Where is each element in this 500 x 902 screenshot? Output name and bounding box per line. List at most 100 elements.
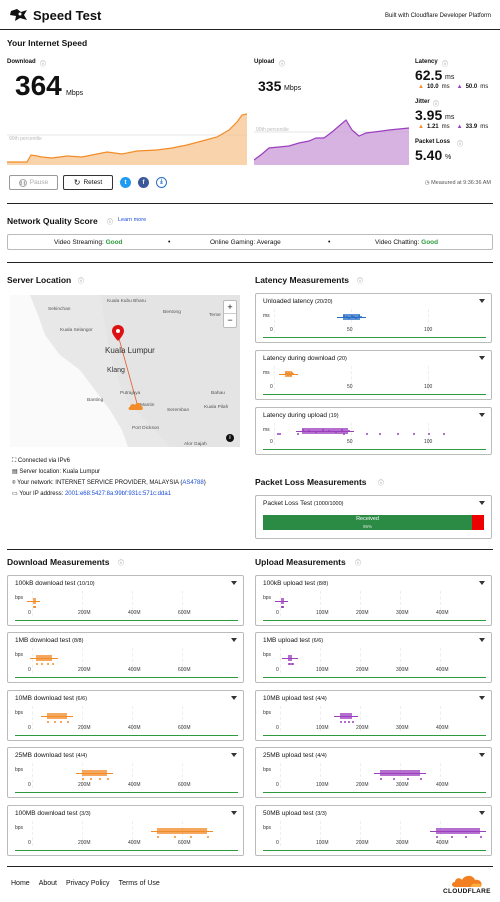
retest-button[interactable]: ↻ Retest (63, 175, 113, 190)
grid-line (320, 763, 321, 788)
asn-link[interactable]: AS4788 (182, 480, 204, 486)
axis-tick-label: 600M (178, 667, 191, 673)
learn-more-link[interactable]: Learn more (118, 217, 147, 223)
streaming-value: Good (105, 239, 123, 246)
download-boxplot-whisker (76, 773, 113, 774)
zoom-out-button[interactable]: − (227, 315, 233, 325)
download-point (107, 778, 109, 780)
grid-line (82, 821, 83, 846)
footer-about-link[interactable]: About (38, 880, 57, 887)
jitter-info-icon[interactable]: ⓘ (433, 102, 440, 108)
server-location-title: Server Location (7, 275, 72, 285)
app-title: Speed Test (33, 8, 102, 23)
map-pin-icon (112, 325, 124, 341)
axis-tick-label: 600M (178, 725, 191, 731)
latency-unit: ms (445, 74, 455, 81)
jitter-breakdown: ▲ 1.21 ms ▲ 33.9 ms (418, 124, 488, 130)
chevron-down-icon[interactable] (479, 638, 485, 642)
latency-point (314, 431, 317, 433)
footer-privacy-link[interactable]: Privacy Policy (65, 880, 110, 887)
latency-card[interactable]: Unloaded latency (20/20) ms 0 50 100 (255, 293, 492, 343)
latency-outlier (277, 433, 280, 435)
chevron-down-icon[interactable] (231, 696, 237, 700)
baseline (263, 677, 486, 678)
cloudflare-logo[interactable]: CLOUDFLARE (443, 874, 493, 896)
chevron-down-icon[interactable] (479, 696, 485, 700)
chevron-down-icon[interactable] (479, 753, 485, 757)
latency-meas-title: Latency Measurements (255, 275, 350, 285)
upload-meas-info-icon[interactable]: ⓘ (355, 561, 362, 567)
chevron-down-icon[interactable] (479, 413, 485, 417)
axis-tick-label: 0 (28, 610, 31, 616)
chevron-down-icon[interactable] (479, 501, 485, 505)
nqs-info-icon[interactable]: ⓘ (107, 220, 114, 226)
axis-tick-label: 100 (424, 327, 433, 333)
upload-unit-label: bps (263, 595, 272, 601)
axis-tick-label: 300M (396, 667, 409, 673)
chevron-down-icon[interactable] (231, 638, 237, 642)
chevron-down-icon[interactable] (479, 811, 485, 815)
packet-meas-info-icon[interactable]: ⓘ (378, 481, 385, 487)
ip-link[interactable]: 2001:e68:5427:8a:99bf:931c:571c:dda1 (64, 491, 172, 497)
chevron-down-icon[interactable] (231, 753, 237, 757)
zoom-in-button[interactable]: + (224, 301, 236, 314)
latency-card[interactable]: Latency during upload (19) ms 0 50 100 (255, 407, 492, 455)
map-info-icon[interactable]: i (226, 434, 234, 442)
jitter-down-unit: ms (441, 124, 450, 130)
axis-tick-label: 200M (78, 782, 91, 788)
grid-line (32, 591, 33, 616)
upload-card[interactable]: 100kB upload test (8/8) bps 0 100M 200M 300M 4… (255, 575, 492, 626)
chevron-down-icon[interactable] (479, 356, 485, 360)
latency-card[interactable]: Latency during download (20) ms 0 50 100 (255, 350, 492, 400)
download-card[interactable]: 10MB download test (6/6) bps 0 200M 400M 600M (7, 690, 244, 741)
upload-unit-label: bps (263, 710, 272, 716)
ip-label: Your IP address: (19, 491, 64, 497)
server-info-icon[interactable]: ⓘ (78, 279, 85, 285)
twitter-icon[interactable]: t (120, 177, 131, 188)
upload-boxplot-whisker (274, 601, 288, 602)
upload-card[interactable]: 10MB upload test (4/4) bps 0 100M 200M 300M 40… (255, 690, 492, 741)
grid-line (280, 648, 281, 673)
download-info-icon[interactable]: ⓘ (40, 62, 47, 68)
download-card[interactable]: 100kB download test (10/10) bps 0 200M 400M 6… (7, 575, 244, 626)
latency-info-icon[interactable]: ⓘ (442, 62, 449, 68)
server-location-row: ▤ Server location: Kuala Lumpur (12, 467, 206, 478)
latency-card-count: (20/20) (315, 299, 333, 305)
upload-card-title: 1MB upload test (6/6) (263, 637, 323, 644)
grid-line (182, 591, 183, 616)
upload-info-icon[interactable]: ⓘ (279, 62, 286, 68)
chevron-down-icon[interactable] (231, 811, 237, 815)
download-card[interactable]: 25MB download test (4/4) bps 0 200M 400M 600M (7, 747, 244, 798)
upload-card-title: 100kB upload test (8/8) (263, 580, 328, 587)
upload-card[interactable]: 50MB upload test (3/3) bps 0 100M 200M 300M 40… (255, 805, 492, 856)
facebook-icon[interactable]: f (138, 177, 149, 188)
upload-card[interactable]: 25MB upload test (4/4) bps 0 100M 200M 300M 40… (255, 747, 492, 798)
grid-line (32, 821, 33, 846)
download-results-icon[interactable]: ⤓ (156, 177, 167, 188)
footer-home-link[interactable]: Home (11, 880, 30, 887)
pause-button[interactable]: ❚❚ Pause (9, 175, 58, 190)
axis-tick-label: 50 (347, 439, 353, 445)
latency-point (321, 429, 324, 431)
upload-card[interactable]: 1MB upload test (6/6) bps 0 100M 200M 300M 400… (255, 632, 492, 683)
footer-terms-link[interactable]: Terms of Use (118, 880, 160, 887)
download-meas-info-icon[interactable]: ⓘ (118, 561, 125, 567)
chevron-down-icon[interactable] (479, 299, 485, 303)
server-map[interactable]: Kuala Kubu Bharu Sekinchan Bentong Kuala… (10, 295, 240, 447)
download-card[interactable]: 100MB download test (3/3) bps 0 200M 400M 600… (7, 805, 244, 856)
download-unit-label: bps (15, 767, 24, 773)
packet-loss-card[interactable]: Packet Loss Test (1000/1000) Received 95… (255, 495, 492, 539)
packet-loss-info-icon[interactable]: ⓘ (457, 142, 464, 148)
server-info-list: ⛶ Connected via IPv6 ▤ Server location: … (12, 456, 206, 500)
latency-outlier (397, 433, 400, 435)
baseline (263, 792, 486, 793)
download-unit-label: bps (15, 825, 24, 831)
map-label: Seremban (167, 408, 190, 413)
download-card[interactable]: 1MB download test (8/8) bps 0 200M 400M 600M (7, 632, 244, 683)
latency-meas-info-icon[interactable]: ⓘ (357, 279, 364, 285)
chevron-down-icon[interactable] (231, 581, 237, 585)
upload-point (340, 721, 342, 723)
download-card-title-text: 1MB download test (15, 637, 71, 644)
latency-card-title-text: Latency during upload (263, 412, 327, 419)
chevron-down-icon[interactable] (479, 581, 485, 585)
